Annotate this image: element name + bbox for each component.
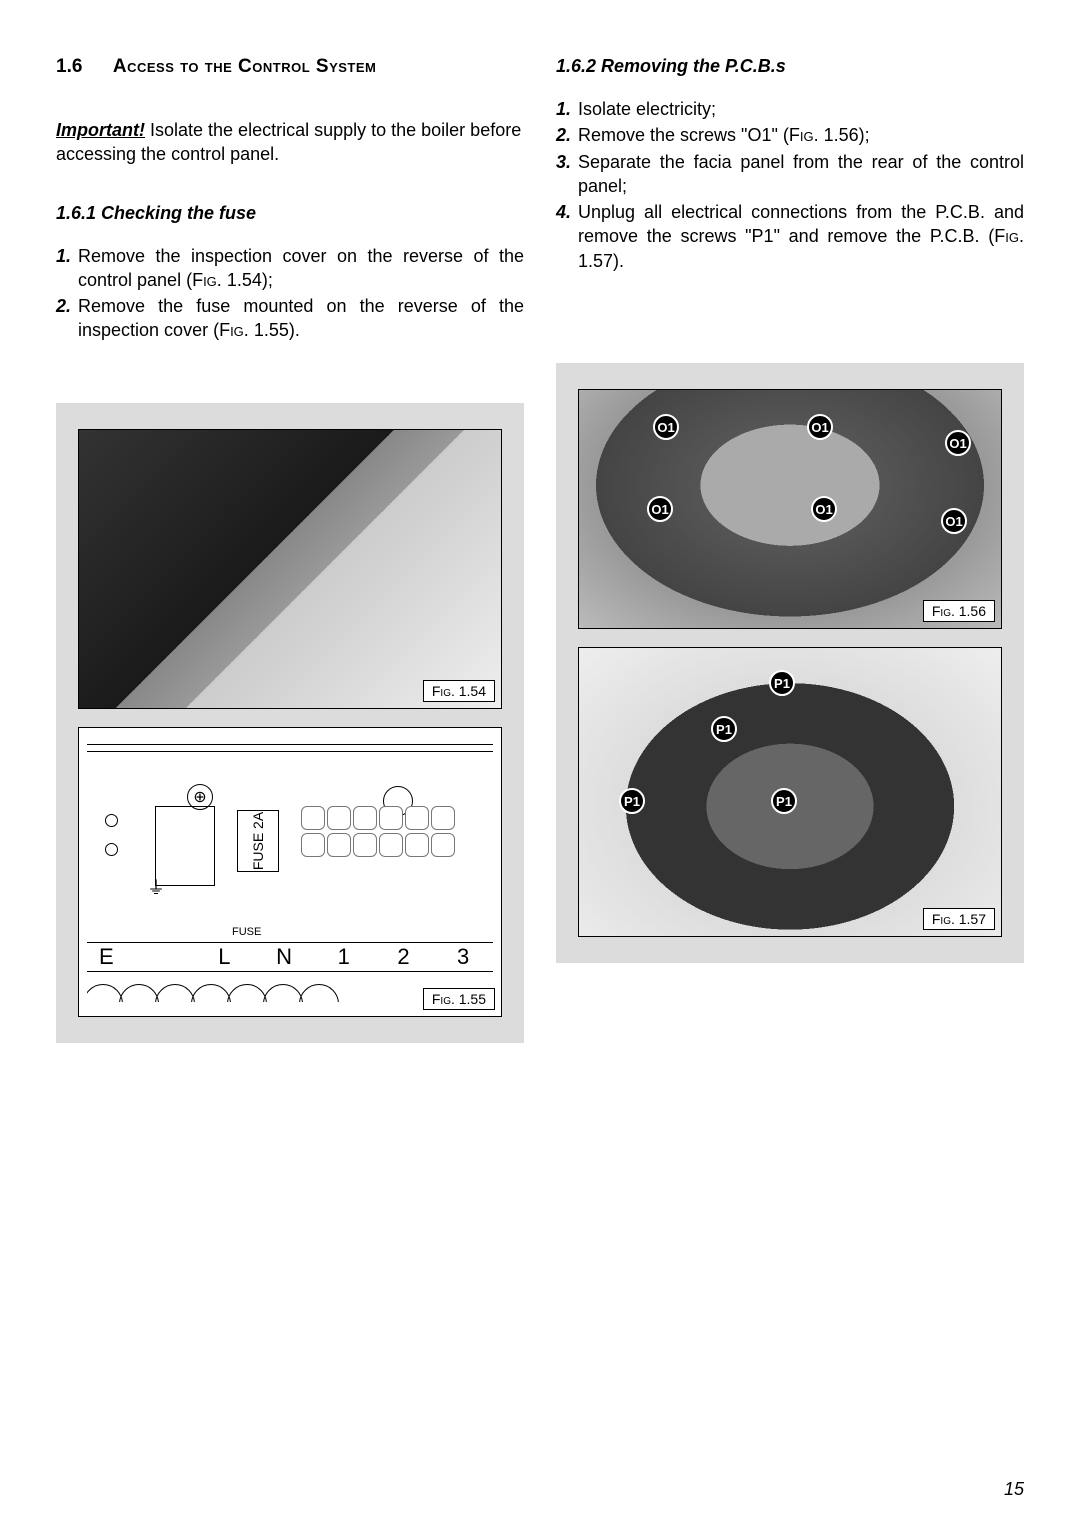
step-text: 1.54); bbox=[222, 270, 273, 290]
step-item: 2. Remove the screws "O1" (Fig. 1.56); bbox=[556, 123, 1024, 147]
step-item: 2. Remove the fuse mounted on the revers… bbox=[56, 294, 524, 343]
step-number: 4. bbox=[556, 200, 571, 224]
left-column: 1.6 Access to the Control System Importa… bbox=[56, 56, 524, 1043]
step-item: 4. Unplug all electrical connections fro… bbox=[556, 200, 1024, 273]
figure-label: Fig. 1.54 bbox=[423, 680, 495, 702]
step-text: 1.57). bbox=[578, 251, 624, 271]
fig-ref: Fig. bbox=[192, 270, 222, 290]
subsection-title-right: 1.6.2 Removing the P.C.B.s bbox=[556, 56, 1024, 77]
figure-155-diagram: ⊕ ⏚ FUSE 2A FUSE bbox=[78, 727, 502, 1017]
important-label: Important! bbox=[56, 120, 145, 140]
steps-right: 1. Isolate electricity; 2. Remove the sc… bbox=[556, 97, 1024, 273]
fig-ref: Fig. bbox=[789, 125, 819, 145]
terminal-label: 3 bbox=[433, 944, 493, 970]
steps-left: 1. Remove the inspection cover on the re… bbox=[56, 244, 524, 343]
step-text: Remove the fuse mounted on the reverse o… bbox=[78, 296, 524, 340]
figure-157-photo: P1 P1 P1 P1 Fig. 1.57 bbox=[578, 647, 1002, 937]
page-number: 15 bbox=[1004, 1479, 1024, 1500]
callout-o1: O1 bbox=[807, 414, 833, 440]
section-title: Access to the Control System bbox=[113, 56, 377, 77]
callout-p1: P1 bbox=[711, 716, 737, 742]
figure-label-text: Fig. 1.54 bbox=[432, 683, 486, 699]
step-text: Unplug all electrical connections from t… bbox=[578, 202, 1024, 246]
step-text: Separate the facia panel from the rear o… bbox=[578, 152, 1024, 196]
figure-label-text: Fig. 1.57 bbox=[932, 911, 986, 927]
figure-label-text: Fig. 1.55 bbox=[432, 991, 486, 1007]
step-text: Remove the inspection cover on the rever… bbox=[78, 246, 524, 290]
figure-154-photo: Fig. 1.54 bbox=[78, 429, 502, 709]
figure-box-left: Fig. 1.54 ⊕ ⏚ FUSE 2A FUSE bbox=[56, 403, 524, 1043]
step-number: 2. bbox=[56, 294, 71, 318]
fuse-2a-label: FUSE 2A bbox=[250, 812, 266, 870]
fig-ref: Fig. bbox=[219, 320, 249, 340]
step-text: 1.56); bbox=[819, 125, 870, 145]
terminal-label: E bbox=[87, 944, 195, 970]
terminal-label: 2 bbox=[374, 944, 434, 970]
step-item: 3. Separate the facia panel from the rea… bbox=[556, 150, 1024, 199]
callout-o1: O1 bbox=[945, 430, 971, 456]
subsection-title-left: 1.6.1 Checking the fuse bbox=[56, 203, 524, 224]
fuse-2a-box: FUSE 2A bbox=[237, 810, 279, 872]
figure-label: Fig. 1.55 bbox=[423, 988, 495, 1010]
terminal-label: 1 bbox=[314, 944, 374, 970]
figure-label-text: Fig. 1.56 bbox=[932, 603, 986, 619]
figure-label: Fig. 1.57 bbox=[923, 908, 995, 930]
figure-label: Fig. 1.56 bbox=[923, 600, 995, 622]
step-text: Remove the screws "O1" ( bbox=[578, 125, 789, 145]
callout-o1: O1 bbox=[941, 508, 967, 534]
fuse-small-label: FUSE bbox=[232, 926, 261, 938]
step-number: 1. bbox=[556, 97, 571, 121]
callout-p1: P1 bbox=[769, 670, 795, 696]
step-text: Isolate electricity; bbox=[578, 99, 716, 119]
terminal-block bbox=[301, 806, 481, 876]
mounting-holes bbox=[105, 814, 118, 872]
section-number: 1.6 bbox=[56, 56, 82, 78]
step-text: 1.55). bbox=[249, 320, 300, 340]
section-header: 1.6 Access to the Control System bbox=[56, 56, 524, 78]
step-number: 1. bbox=[56, 244, 71, 268]
diagram-inner: ⊕ ⏚ FUSE 2A FUSE bbox=[87, 736, 493, 1008]
terminal-label: N bbox=[254, 944, 314, 970]
terminal-labels-row: E L N 1 2 3 bbox=[87, 942, 493, 972]
figure-156-photo: O1 O1 O1 O1 O1 O1 Fig. 1.56 bbox=[578, 389, 1002, 629]
step-item: 1. Isolate electricity; bbox=[556, 97, 1024, 121]
step-number: 3. bbox=[556, 150, 571, 174]
callout-o1: O1 bbox=[811, 496, 837, 522]
important-paragraph: Important! Isolate the electrical supply… bbox=[56, 118, 524, 167]
right-column: 1.6.2 Removing the P.C.B.s 1. Isolate el… bbox=[556, 56, 1024, 1043]
terminal-label: L bbox=[195, 944, 255, 970]
ground-icon: ⏚ bbox=[147, 874, 165, 900]
callout-p1: P1 bbox=[771, 788, 797, 814]
callout-o1: O1 bbox=[647, 496, 673, 522]
figure-box-right: O1 O1 O1 O1 O1 O1 Fig. 1.56 P1 P1 P1 P1 … bbox=[556, 363, 1024, 963]
step-item: 1. Remove the inspection cover on the re… bbox=[56, 244, 524, 293]
callout-o1: O1 bbox=[653, 414, 679, 440]
step-number: 2. bbox=[556, 123, 571, 147]
callout-p1: P1 bbox=[619, 788, 645, 814]
fig-ref: Fig. bbox=[994, 226, 1024, 246]
